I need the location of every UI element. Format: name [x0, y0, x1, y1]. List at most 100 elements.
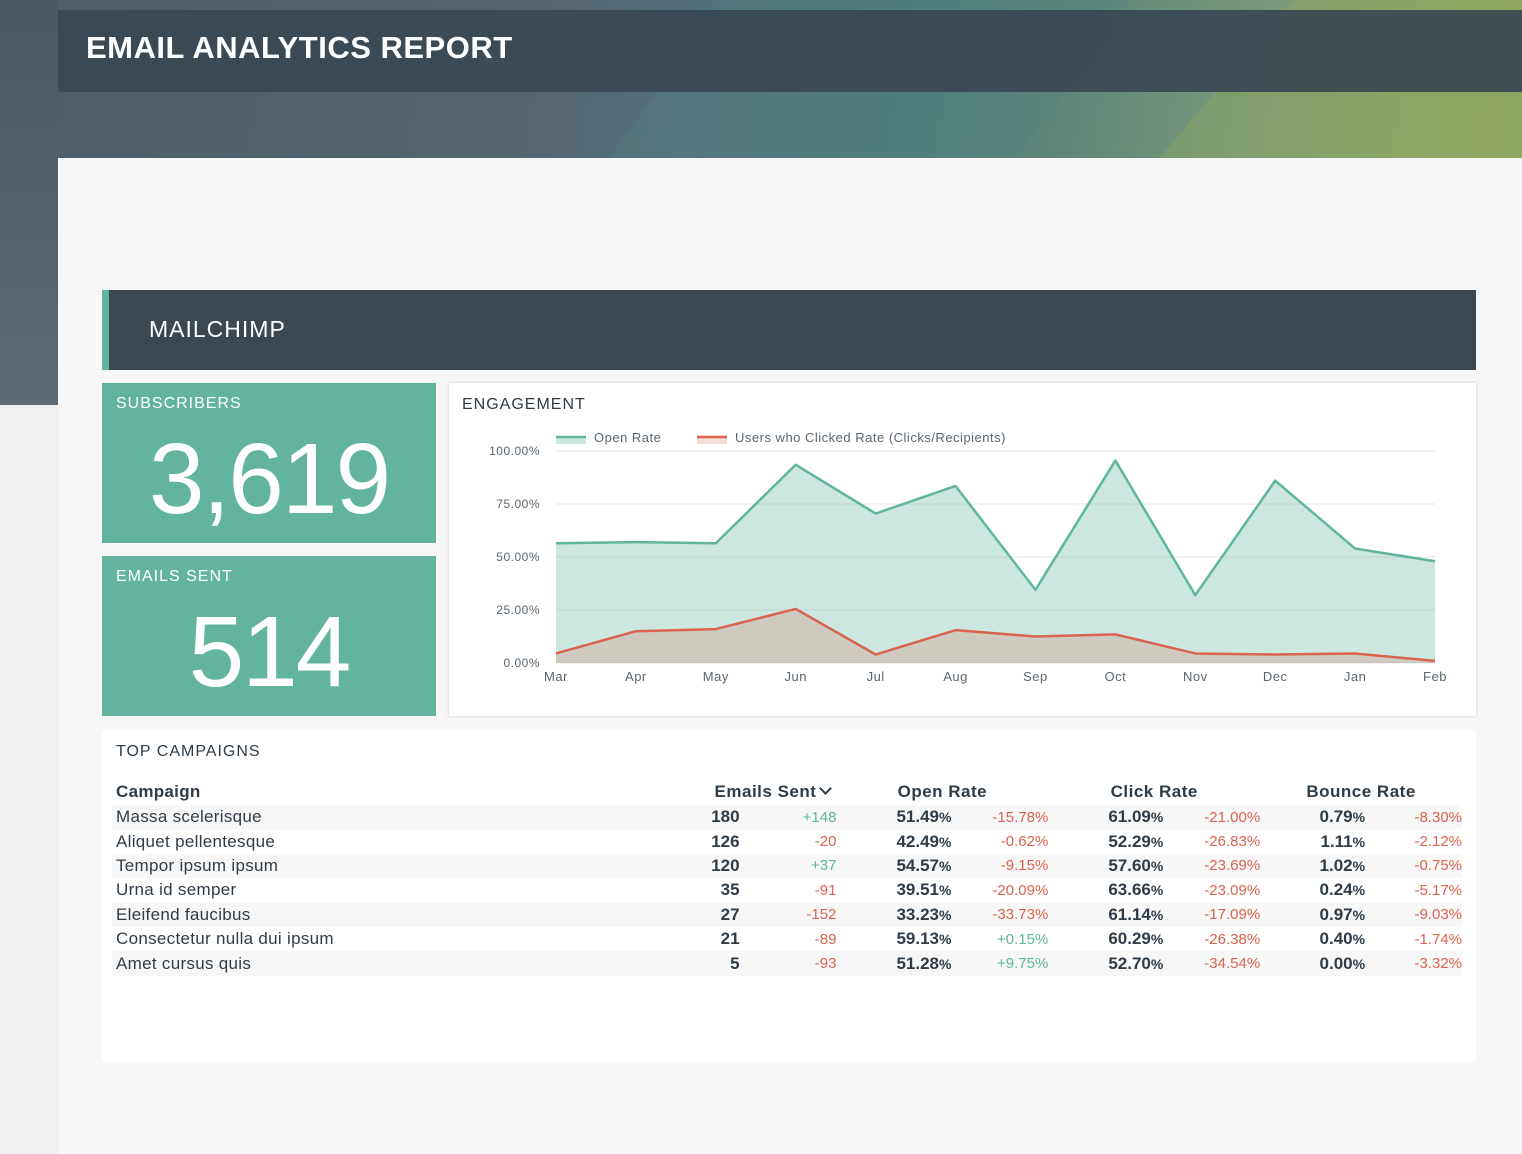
- open-rate: 59.13%: [836, 927, 951, 951]
- open-rate-value: 42.49: [896, 831, 939, 851]
- emails-sent: 126: [711, 831, 740, 851]
- emails-sent-delta: -93: [814, 955, 837, 973]
- col-header-click-rate[interactable]: Click Rate: [1110, 782, 1198, 801]
- x-tick-label: Apr: [625, 669, 647, 684]
- percent-sign: %: [1150, 955, 1164, 972]
- bounce-rate-delta: -3.32%: [1414, 955, 1462, 973]
- percent-sign: %: [938, 882, 952, 899]
- campaigns-table: Campaign Emails Sent Open Rate Click Rat…: [112, 779, 1462, 976]
- percent-sign: %: [938, 906, 952, 923]
- percent-sign: %: [1150, 857, 1164, 874]
- table-title: TOP CAMPAIGNS: [116, 743, 261, 760]
- bounce-rate: 0.00%: [1260, 951, 1366, 975]
- emails-sent-delta: -91: [814, 881, 837, 899]
- bounce-rate: 0.24%: [1260, 878, 1366, 902]
- bounce-rate-value: 0.79: [1319, 807, 1353, 827]
- y-tick-label: 25.00%: [496, 603, 540, 617]
- emails-sent-delta: -20: [814, 833, 837, 851]
- open-rate: 39.51%: [836, 878, 951, 902]
- percent-sign: %: [1352, 955, 1366, 972]
- percent-sign: %: [938, 833, 952, 850]
- table-row: Amet cursus quis 5 -93 51.28% +9.75% 52.70% -3…: [112, 951, 1462, 976]
- campaign-name: Aliquet pellentesque: [116, 831, 276, 851]
- open-rate-value: 59.13: [896, 929, 939, 949]
- open-rate: 54.57%: [836, 854, 951, 878]
- table-row: Aliquet pellentesque 126 -20 42.49% -0.62% 52…: [112, 829, 1462, 853]
- legend-swatch: [697, 436, 727, 444]
- click-rate-value: 57.60: [1108, 855, 1151, 875]
- series-area-open-rate: [556, 460, 1435, 663]
- x-tick-label: Nov: [1183, 669, 1208, 684]
- x-tick-label: Mar: [544, 669, 568, 684]
- col-header-campaign[interactable]: Campaign: [116, 782, 201, 801]
- col-header-open-rate[interactable]: Open Rate: [897, 782, 988, 801]
- click-rate: 60.29%: [1048, 927, 1163, 951]
- x-tick-label: Aug: [943, 669, 968, 684]
- percent-sign: %: [1150, 809, 1164, 826]
- bounce-rate-delta: -9.03%: [1414, 906, 1462, 924]
- click-rate-delta: -34.54%: [1204, 955, 1261, 973]
- table-row: Eleifend faucibus 27 -152 33.23% -33.73% 61.1…: [112, 902, 1462, 927]
- legend-swatch: [556, 436, 586, 444]
- percent-sign: %: [938, 809, 952, 826]
- emails-sent: 35: [720, 880, 740, 900]
- col-header-emails-sent[interactable]: Emails Sent: [616, 779, 836, 805]
- legend-label: Users who Clicked Rate (Clicks/Recipient…: [735, 430, 1006, 445]
- section-header-mailchimp: MAILCHIMP: [102, 290, 1476, 370]
- engagement-chart: 0.00% 25.00% 50.00% 75.00% 100.00% Mar Apr May J…: [489, 430, 1446, 684]
- x-tick-label: Jan: [1344, 669, 1366, 684]
- click-rate: 52.70%: [1048, 951, 1163, 975]
- click-rate-delta: -17.09%: [1204, 906, 1261, 924]
- bounce-rate: 0.97%: [1260, 903, 1366, 927]
- open-rate-value: 51.49: [896, 807, 939, 827]
- kpi-label: SUBSCRIBERS: [116, 395, 242, 412]
- click-rate-value: 61.14: [1108, 904, 1151, 924]
- emails-sent-delta: +148: [802, 808, 837, 826]
- click-rate-delta: -26.38%: [1204, 930, 1261, 948]
- click-rate-delta: -23.09%: [1204, 881, 1261, 899]
- y-tick-label: 100.00%: [489, 444, 540, 458]
- table-row: Massa scelerisque 180 +148 51.49% -15.78% 61.…: [112, 805, 1462, 830]
- sort-chevron-down-icon: [819, 782, 833, 795]
- open-rate-delta: -33.73%: [992, 906, 1049, 924]
- y-tick-label: 0.00%: [503, 656, 540, 670]
- y-tick-label: 75.00%: [496, 497, 540, 511]
- emails-sent: 120: [711, 855, 740, 875]
- open-rate-delta: -20.09%: [992, 881, 1049, 899]
- bounce-rate: 0.79%: [1260, 805, 1366, 829]
- bounce-rate: 1.11%: [1260, 829, 1365, 853]
- bounce-rate-value: 0.24: [1319, 880, 1353, 900]
- col-header-bounce-rate[interactable]: Bounce Rate: [1306, 782, 1416, 801]
- open-rate-delta: -15.78%: [992, 808, 1049, 826]
- series-line-open-rate: [555, 459, 1436, 597]
- campaign-name: Amet cursus quis: [116, 953, 252, 973]
- bounce-rate-value: 1.02: [1319, 855, 1353, 875]
- percent-sign: %: [1352, 809, 1366, 826]
- bounce-rate-delta: -0.75%: [1414, 857, 1462, 875]
- emails-sent: 21: [720, 929, 740, 949]
- percent-sign: %: [1150, 833, 1164, 850]
- click-rate-value: 52.29: [1108, 831, 1151, 851]
- table-row: Tempor ipsum ipsum 120 +37 54.57% -9.15% 57.6…: [112, 853, 1462, 879]
- x-tick-label: Jun: [784, 669, 806, 684]
- emails-sent: 27: [720, 904, 740, 924]
- campaign-name: Eleifend faucibus: [116, 904, 251, 924]
- click-rate: 61.14%: [1048, 903, 1163, 927]
- bounce-rate-value: 0.40: [1319, 929, 1353, 949]
- table-row: Urna id semper 35 -91 39.51% -20.09% 63.66% -2…: [112, 878, 1462, 902]
- percent-sign: %: [1352, 833, 1366, 850]
- open-rate-delta: +0.15%: [997, 930, 1049, 948]
- x-tick-label: May: [703, 669, 729, 684]
- x-tick-label: Jul: [867, 669, 885, 684]
- report-title: EMAIL ANALYTICS REPORT: [86, 30, 513, 65]
- open-rate-delta: +9.75%: [997, 955, 1049, 973]
- section-title: MAILCHIMP: [149, 316, 286, 342]
- campaign-name: Tempor ipsum ipsum: [116, 855, 279, 875]
- campaign-name: Massa scelerisque: [116, 807, 262, 827]
- chart-title: ENGAGEMENT: [462, 396, 586, 413]
- percent-sign: %: [1150, 882, 1164, 899]
- hero-left-strip: [0, 0, 58, 405]
- percent-sign: %: [938, 955, 952, 972]
- x-tick-label: Dec: [1263, 669, 1288, 684]
- y-tick-label: 50.00%: [496, 550, 540, 564]
